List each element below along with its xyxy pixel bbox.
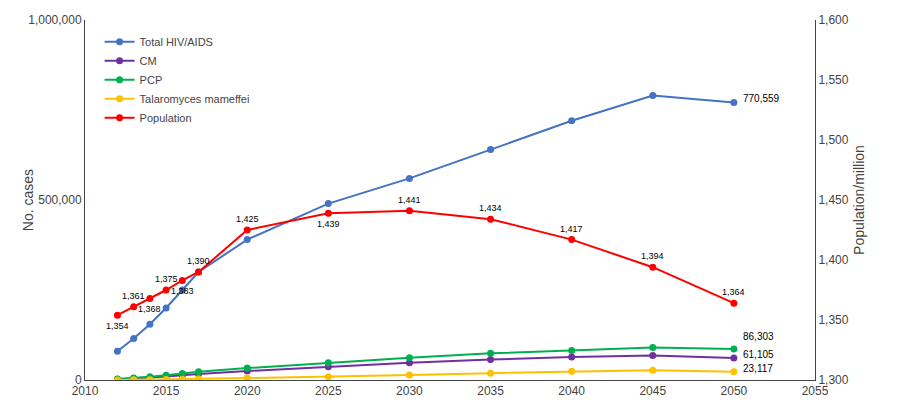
svg-text:2025: 2025 [315, 384, 342, 398]
svg-text:1,383: 1,383 [171, 286, 194, 296]
svg-text:1,375: 1,375 [155, 274, 178, 284]
svg-text:No. cases: No. cases [20, 169, 36, 231]
svg-text:2020: 2020 [234, 384, 261, 398]
svg-text:1,425: 1,425 [236, 214, 259, 224]
svg-text:2030: 2030 [396, 384, 423, 398]
svg-text:2015: 2015 [153, 384, 180, 398]
svg-text:Talaromyces mameffei: Talaromyces mameffei [140, 93, 250, 105]
svg-text:1,350: 1,350 [818, 313, 848, 327]
svg-text:2040: 2040 [558, 384, 585, 398]
svg-text:770,559: 770,559 [743, 93, 780, 104]
svg-text:500,000: 500,000 [38, 193, 82, 207]
svg-text:1,439: 1,439 [317, 219, 340, 229]
svg-text:1,434: 1,434 [479, 203, 502, 213]
svg-text:1,441: 1,441 [398, 195, 421, 205]
svg-text:1,450: 1,450 [818, 193, 848, 207]
svg-text:2055: 2055 [802, 384, 829, 398]
svg-text:1,400: 1,400 [818, 253, 848, 267]
svg-text:1,417: 1,417 [560, 224, 583, 234]
svg-text:1,361: 1,361 [122, 291, 145, 301]
svg-text:1,390: 1,390 [187, 256, 210, 266]
svg-text:1,368: 1,368 [138, 304, 161, 314]
svg-text:Population: Population [140, 112, 192, 124]
svg-text:1,364: 1,364 [722, 287, 745, 297]
svg-text:2010: 2010 [72, 384, 99, 398]
svg-text:PCP: PCP [140, 74, 163, 86]
svg-text:86,303: 86,303 [743, 331, 774, 342]
svg-text:61,105: 61,105 [743, 349, 774, 360]
svg-text:1,550: 1,550 [818, 73, 848, 87]
svg-text:2045: 2045 [639, 384, 666, 398]
svg-text:CM: CM [140, 55, 157, 67]
svg-text:1,500: 1,500 [818, 133, 848, 147]
svg-text:Total HIV/AIDS: Total HIV/AIDS [140, 36, 213, 48]
svg-text:1,000,000: 1,000,000 [28, 13, 82, 27]
svg-text:1,354: 1,354 [106, 321, 129, 331]
svg-text:0: 0 [75, 373, 82, 387]
svg-text:Population/million: Population/million [851, 145, 867, 255]
svg-text:23,117: 23,117 [743, 363, 773, 374]
svg-text:1,300: 1,300 [818, 373, 848, 387]
svg-text:2050: 2050 [721, 384, 748, 398]
svg-text:1,600: 1,600 [818, 13, 848, 27]
svg-text:2035: 2035 [477, 384, 504, 398]
svg-text:1,394: 1,394 [641, 251, 664, 261]
